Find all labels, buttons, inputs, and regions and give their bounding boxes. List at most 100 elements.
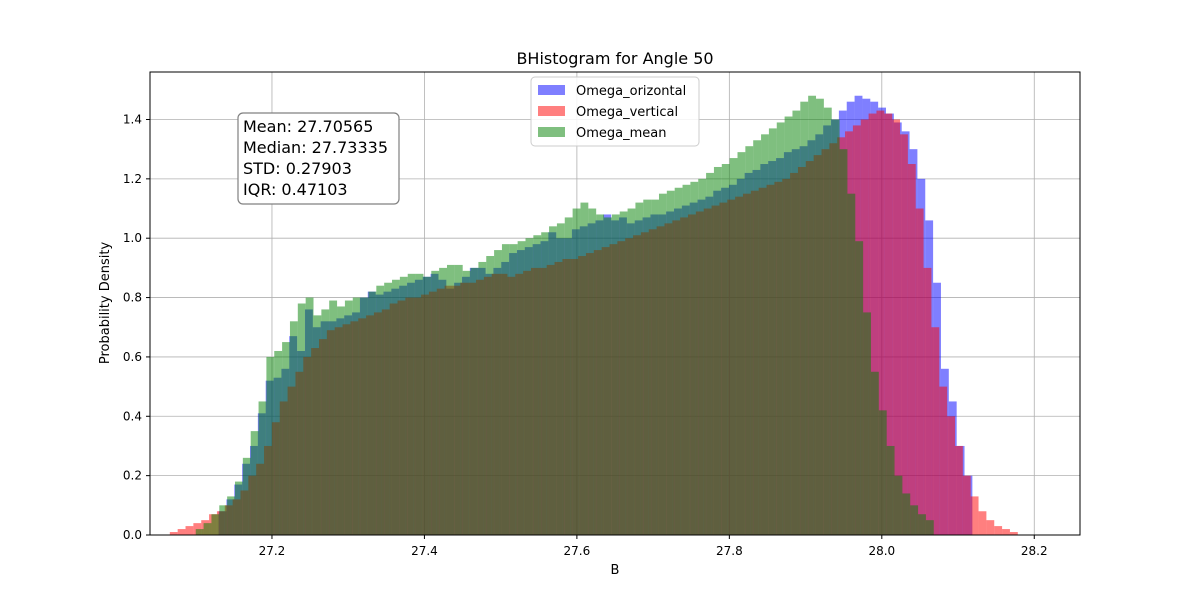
histogram-bar <box>360 297 369 535</box>
histogram-bar <box>494 250 502 536</box>
histogram-bar <box>564 217 573 535</box>
histogram-bar <box>368 291 377 535</box>
legend-swatch-mean <box>538 127 565 137</box>
histogram-bar <box>533 235 542 535</box>
histogram-bar <box>878 410 887 535</box>
histogram-bar <box>203 523 212 535</box>
y-tick-label: 0.6 <box>123 350 142 364</box>
x-axis-label: B <box>611 563 620 578</box>
histogram-bar <box>619 211 628 535</box>
histogram-bar <box>344 300 353 535</box>
histogram-bar <box>195 529 204 535</box>
histogram-bar <box>876 110 885 535</box>
histogram-bar <box>580 202 589 536</box>
legend-swatch-orizontal <box>538 85 565 95</box>
histogram-bar <box>470 267 479 535</box>
histogram-bar <box>962 475 971 535</box>
histogram-bar <box>855 241 864 535</box>
x-tick-label: 27.6 <box>564 544 591 558</box>
histogram-bar <box>635 202 644 536</box>
histogram-bar <box>721 164 730 535</box>
histogram-bar <box>250 431 259 535</box>
histogram-bar <box>729 158 738 536</box>
histogram-bar <box>627 208 636 535</box>
histogram-bar <box>219 505 228 535</box>
y-tick-label: 0.8 <box>123 291 142 305</box>
histogram-bar <box>446 264 455 535</box>
histogram-bar <box>431 270 440 535</box>
histogram-bar <box>823 107 832 535</box>
histogram-bar <box>556 223 565 535</box>
histogram-bar <box>509 244 518 535</box>
histogram-bar <box>698 178 707 535</box>
histogram-bar <box>227 496 235 535</box>
histogram-bar <box>847 193 856 535</box>
histogram-bar <box>611 214 620 535</box>
histogram-bar <box>604 217 612 535</box>
y-tick-label: 1.2 <box>123 172 142 186</box>
x-tick-label: 27.8 <box>716 544 743 558</box>
histogram-bar <box>392 279 400 535</box>
histogram-bar <box>986 520 995 535</box>
histogram-bar <box>886 445 895 535</box>
histogram-bar <box>674 187 683 535</box>
stats-iqr: IQR: 0.47103 <box>243 180 348 199</box>
histogram-bar <box>761 134 769 536</box>
histogram-bar <box>185 526 194 535</box>
x-tick-label: 28.0 <box>868 544 895 558</box>
legend: Omega_orizontal Omega_vertical Omega_mea… <box>530 76 700 147</box>
histogram-bar <box>994 526 1003 535</box>
histogram-bar <box>596 214 605 535</box>
histogram-bar <box>907 164 916 535</box>
histogram-bar <box>918 514 926 535</box>
histogram-bar <box>831 119 840 535</box>
histogram-bar <box>289 321 298 535</box>
histogram-bar <box>169 532 178 535</box>
histogram-bar <box>776 122 785 535</box>
histogram-bar <box>329 300 338 535</box>
legend-label-mean: Omega_mean <box>576 126 666 141</box>
histogram-bar <box>792 110 801 535</box>
x-tick-label: 27.4 <box>411 544 438 558</box>
histogram-bar <box>915 208 924 535</box>
histogram-bar <box>337 306 345 535</box>
histogram-bar <box>892 119 901 535</box>
histogram-bar <box>399 276 408 535</box>
stats-box: Mean: 27.70565 Median: 27.73335 STD: 0.2… <box>237 112 400 205</box>
histogram-bar <box>658 193 667 535</box>
plot-frame <box>149 71 1081 536</box>
histogram-bar <box>808 95 817 535</box>
y-tick-label: 0.4 <box>123 409 142 423</box>
histogram-bar <box>258 401 267 535</box>
histogram-bar <box>923 267 932 535</box>
histogram-bar <box>321 309 330 535</box>
legend-label-orizontal: Omega_orizontal <box>576 84 686 99</box>
tick-labels: 27.2 27.4 27.6 27.8 28.0 28.2 0.0 0.2 0.4 0.6 0.8 1… <box>123 112 1048 558</box>
histogram-bar <box>305 297 314 535</box>
axes <box>149 71 1081 536</box>
y-tick-label: 1.0 <box>123 231 142 245</box>
x-tick-label: 28.2 <box>1021 544 1048 558</box>
histogram-bar <box>900 134 908 536</box>
legend-swatch-vertical <box>538 106 565 116</box>
chart-title: BHistogram for Angle 50 <box>516 49 713 68</box>
histogram-bar <box>439 267 447 535</box>
histogram-bar <box>177 529 186 535</box>
histogram-bar <box>211 514 220 535</box>
histogram-bar <box>478 261 487 535</box>
histogram-bar <box>407 273 416 535</box>
histogram-bar <box>549 226 557 536</box>
y-tick-label: 1.4 <box>123 112 142 126</box>
histogram-bar <box>588 208 597 535</box>
stats-median: Median: 27.73335 <box>243 138 388 157</box>
histogram-bar <box>745 146 754 535</box>
histogram-bar <box>541 232 550 535</box>
histogram-bar <box>894 475 903 535</box>
histogram-bar <box>816 98 824 535</box>
histogram-bar <box>525 238 534 535</box>
histogram-bar <box>666 190 675 535</box>
histogram-bar <box>313 315 322 535</box>
histogram-bar <box>925 520 934 535</box>
